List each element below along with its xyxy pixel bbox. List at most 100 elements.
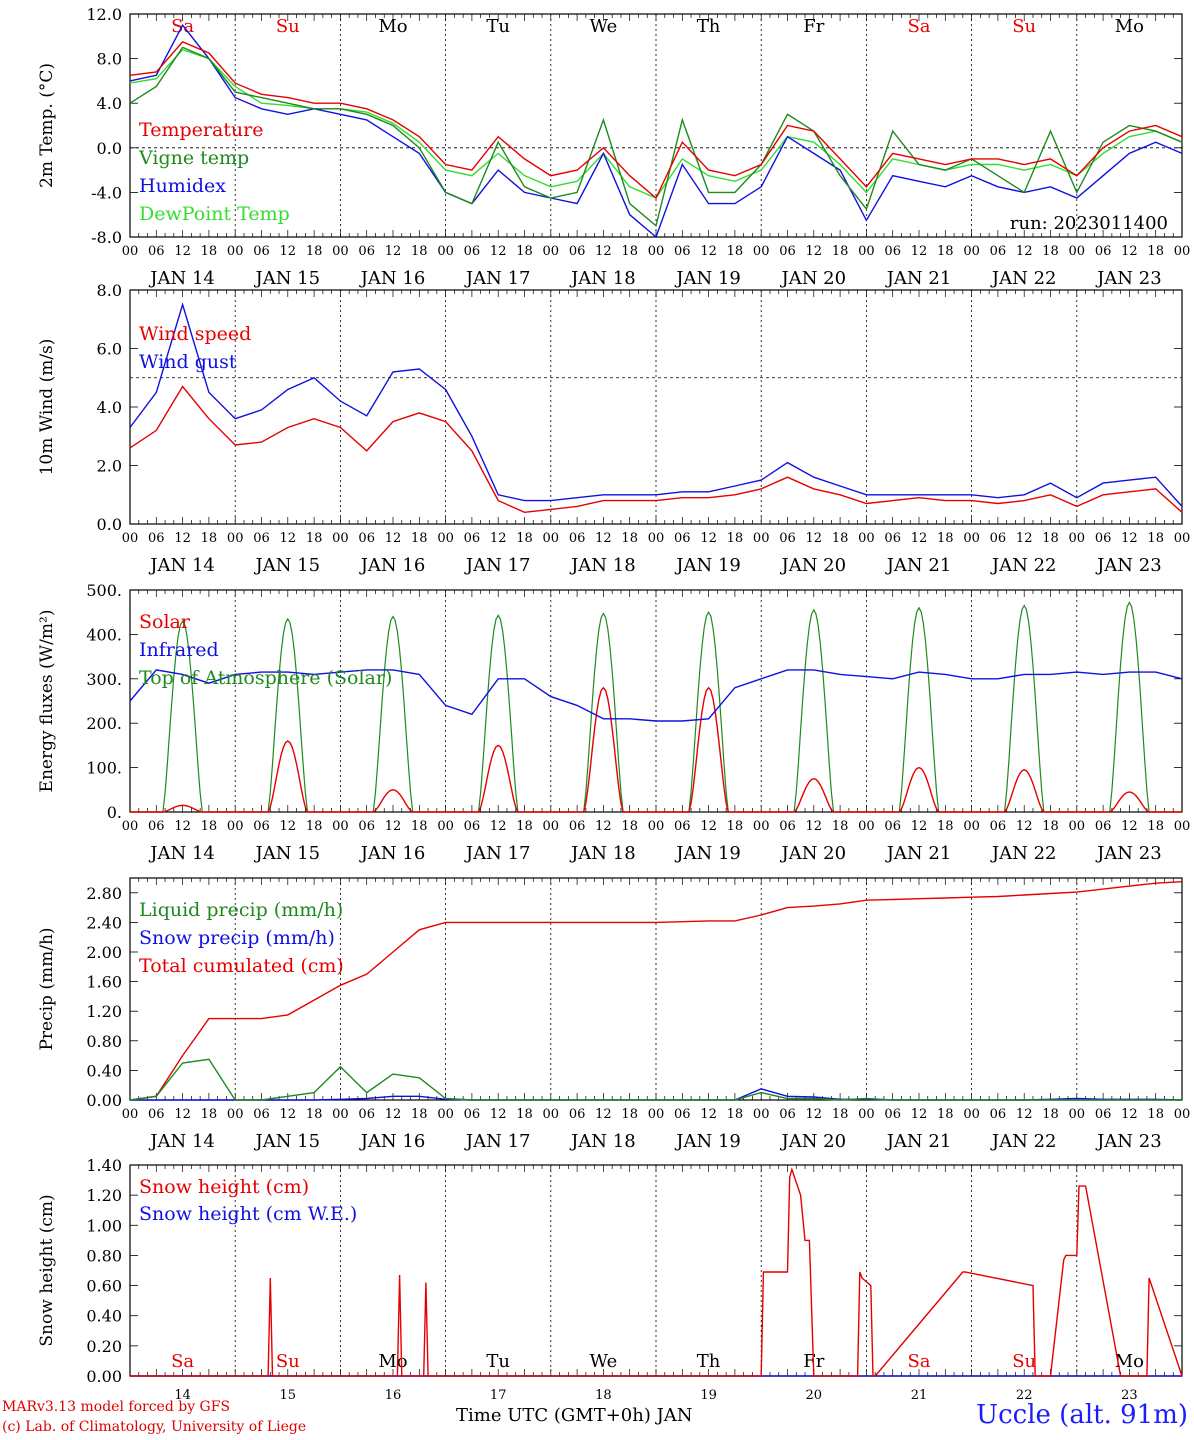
weekday-label: Sa xyxy=(171,1351,194,1372)
hour-tick-label: 00 xyxy=(648,244,665,259)
day-number-label: 19 xyxy=(700,1388,717,1403)
hour-tick-label: 06 xyxy=(358,1107,375,1122)
hour-tick-label: 00 xyxy=(1174,531,1191,546)
hour-tick-label: 06 xyxy=(884,819,901,834)
weekday-label: Mo xyxy=(378,1351,407,1372)
y-axis-label: Energy fluxes (W/m²) xyxy=(37,610,57,793)
hour-tick-label: 00 xyxy=(963,1107,980,1122)
hour-tick-label: 12 xyxy=(385,244,402,259)
hour-tick-label: 18 xyxy=(937,819,954,834)
hour-tick-label: 06 xyxy=(990,531,1007,546)
panel-3: 500. 400. 300. 200. 100. 0. Energy fluxes (W/m… xyxy=(37,581,1190,864)
legend-entry: Top of Atmosphere (Solar) xyxy=(139,667,392,689)
date-label: JAN 23 xyxy=(1095,843,1162,864)
y-tick-label: 300. xyxy=(86,670,122,689)
hour-tick-label: 12 xyxy=(174,244,191,259)
day-number-label: 18 xyxy=(595,1388,612,1403)
hour-tick-label: 12 xyxy=(490,244,507,259)
hour-tick-label: 00 xyxy=(437,244,454,259)
hour-tick-label: 06 xyxy=(464,531,481,546)
hour-tick-label: 00 xyxy=(858,819,875,834)
hour-tick-label: 00 xyxy=(648,531,665,546)
y-tick-label: 400. xyxy=(86,625,122,644)
hour-tick-label: 12 xyxy=(385,1107,402,1122)
hour-tick-label: 18 xyxy=(201,819,218,834)
y-tick-label: 100. xyxy=(86,759,122,778)
hour-tick-label: 12 xyxy=(595,1107,612,1122)
weekday-label: Su xyxy=(1012,1351,1036,1372)
hour-tick-label: 12 xyxy=(280,1107,297,1122)
y-tick-label: 0.0 xyxy=(97,139,122,158)
panel-1: 12.0 8.0 4.0 0.0 -4.0 -8.0 2m Temp. (°C) 00 06 12… xyxy=(37,5,1190,289)
hour-tick-label: 00 xyxy=(753,1107,770,1122)
series-line-infrared xyxy=(129,669,1183,722)
hour-tick-label: 18 xyxy=(306,531,323,546)
hour-tick-label: 18 xyxy=(1042,531,1059,546)
hour-tick-label: 12 xyxy=(700,531,717,546)
hour-tick-label: 00 xyxy=(648,819,665,834)
series-line xyxy=(129,23,1183,239)
hour-tick-label: 18 xyxy=(306,244,323,259)
hour-tick-label: 18 xyxy=(621,819,638,834)
y-tick-label: 0.0 xyxy=(97,515,122,534)
legend-entry: Humidex xyxy=(139,175,226,197)
hour-tick-label: 06 xyxy=(779,531,796,546)
date-label: JAN 22 xyxy=(990,268,1057,289)
hour-tick-label: 06 xyxy=(358,819,375,834)
hour-tick-label: 12 xyxy=(174,819,191,834)
hour-tick-label: 06 xyxy=(464,244,481,259)
weekday-label: Tu xyxy=(486,16,510,37)
date-label: JAN 15 xyxy=(254,843,321,864)
hour-tick-label: 06 xyxy=(779,244,796,259)
hour-tick-label: 18 xyxy=(306,819,323,834)
hour-tick-label: 06 xyxy=(674,819,691,834)
date-label: JAN 18 xyxy=(569,268,636,289)
hour-tick-label: 00 xyxy=(122,531,139,546)
hour-tick-label: 18 xyxy=(516,531,533,546)
hour-tick-label: 00 xyxy=(753,244,770,259)
y-tick-label: 1.20 xyxy=(86,1186,122,1205)
date-label: JAN 20 xyxy=(780,555,847,576)
hour-tick-label: 06 xyxy=(569,531,586,546)
hour-tick-label: 18 xyxy=(411,819,428,834)
weekday-label: We xyxy=(590,16,618,37)
hour-tick-label: 00 xyxy=(227,819,244,834)
hour-tick-label: 18 xyxy=(937,531,954,546)
date-label: JAN 18 xyxy=(569,555,636,576)
y-axis-label: 2m Temp. (°C) xyxy=(37,63,57,188)
y-axis-label: 10m Wind (m/s) xyxy=(37,339,57,476)
hour-tick-label: 06 xyxy=(884,244,901,259)
y-tick-label: 0.60 xyxy=(86,1277,122,1296)
hour-tick-label: 12 xyxy=(490,1107,507,1122)
panel-2: 8.0 6.0 4.0 2.0 0.0 10m Wind (m/s) 00 06 12 18 JAN… xyxy=(37,281,1190,576)
date-label: JAN 17 xyxy=(464,268,531,289)
hour-tick-label: 06 xyxy=(253,244,270,259)
panel-4: 2.80 2.40 2.00 1.60 1.20 0.80 0.40 0.00 Precip (… xyxy=(37,877,1191,1152)
date-label: JAN 18 xyxy=(569,1131,636,1152)
y-tick-label: 0.80 xyxy=(86,1246,122,1265)
hour-tick-label: 18 xyxy=(1147,819,1164,834)
hour-tick-label: 00 xyxy=(1174,1107,1191,1122)
hour-tick-label: 12 xyxy=(806,531,823,546)
hour-tick-label: 12 xyxy=(490,819,507,834)
hour-tick-label: 06 xyxy=(569,819,586,834)
legend-entry: Liquid precip (mm/h) xyxy=(139,899,343,921)
hour-tick-label: 06 xyxy=(990,1107,1007,1122)
x-axis-title: Time UTC (GMT+0h) JAN xyxy=(456,1405,693,1426)
panel-5: 1.40 1.20 1.00 0.80 0.60 0.40 0.20 0.00 Snow hei… xyxy=(37,1156,1183,1403)
hour-tick-label: 00 xyxy=(858,1107,875,1122)
hour-tick-label: 06 xyxy=(148,531,165,546)
day-number-label: 17 xyxy=(490,1388,507,1403)
hour-tick-label: 00 xyxy=(1069,819,1086,834)
hour-tick-label: 18 xyxy=(516,244,533,259)
hour-tick-label: 00 xyxy=(1174,819,1191,834)
y-tick-label: 500. xyxy=(86,581,122,600)
hour-tick-label: 06 xyxy=(674,244,691,259)
hour-tick-label: 12 xyxy=(1016,531,1033,546)
hour-tick-label: 18 xyxy=(201,531,218,546)
hour-tick-label: 06 xyxy=(253,819,270,834)
date-label: JAN 19 xyxy=(674,843,741,864)
hour-tick-label: 00 xyxy=(227,531,244,546)
hour-tick-label: 18 xyxy=(1042,1107,1059,1122)
legend-entry: Wind gust xyxy=(139,351,237,373)
